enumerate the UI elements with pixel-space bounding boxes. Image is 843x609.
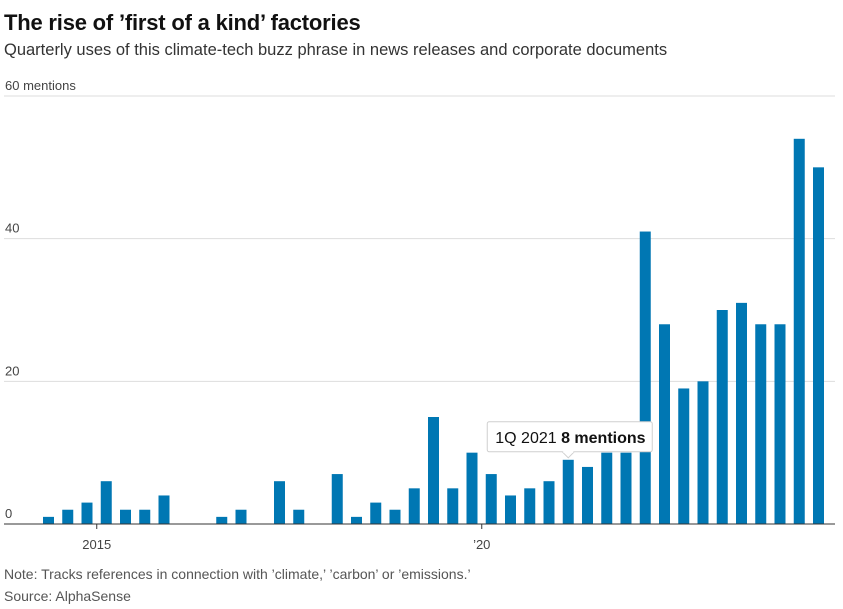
tooltip-value: 8 mentions bbox=[561, 430, 646, 447]
bar[interactable]: 2Q 2021: 8 bbox=[582, 466, 593, 524]
bar[interactable]: 2Q 2015: 2 bbox=[120, 509, 131, 524]
bar-chart: 0 20 40 60 mentions 2Q 2014: 1 3Q 2014: 2 4Q … bbox=[4, 78, 835, 552]
bar[interactable]: 4Q 2021: 10 bbox=[620, 452, 632, 524]
bar[interactable]: 1Q 2015: 6 bbox=[100, 481, 112, 524]
bar[interactable]: 3Q 2021: 10 bbox=[601, 452, 613, 524]
bar[interactable]: 2Q 2014: 1 bbox=[43, 516, 54, 524]
bar[interactable]: 2Q 2019: 15 bbox=[428, 417, 439, 524]
bar[interactable]: 4Q 2014: 3 bbox=[81, 502, 93, 524]
bar[interactable]: 1Q 2019: 5 bbox=[408, 488, 420, 524]
bar[interactable]: 1Q 2020: 7 bbox=[485, 474, 497, 524]
bar[interactable]: 4Q 2016: 2 bbox=[235, 509, 247, 524]
bar[interactable]: 4Q 2023: 28 bbox=[774, 324, 786, 524]
bar[interactable]: 1Q 2021: 9 bbox=[562, 459, 574, 524]
tooltip-pointer bbox=[561, 451, 575, 459]
bar[interactable]: 3Q 2022: 19 bbox=[678, 388, 690, 524]
chart-subtitle: Quarterly uses of this climate-tech buzz… bbox=[4, 41, 668, 59]
bar[interactable]: 1Q 2023: 30 bbox=[716, 310, 728, 524]
bar[interactable]: 4Q 2015: 4 bbox=[158, 495, 170, 524]
bar[interactable]: 2Q 2023: 31 bbox=[736, 302, 747, 524]
bar[interactable]: 1Q 2018: 7 bbox=[331, 474, 343, 524]
bar[interactable]: 2Q 2024: 50 bbox=[813, 167, 824, 525]
bar[interactable]: 3Q 2014: 2 bbox=[62, 509, 74, 524]
bar[interactable]: 3Q 2015: 2 bbox=[139, 509, 151, 524]
gridlines: 0 20 40 60 mentions bbox=[4, 78, 835, 521]
bar[interactable]: 4Q 2019: 10 bbox=[466, 452, 478, 524]
bar[interactable]: 1Q 2022: 41 bbox=[639, 231, 651, 525]
x-tick-label: 2015 bbox=[82, 537, 111, 552]
chart-source: Source: AlphaSense bbox=[4, 588, 131, 604]
tooltip: 1Q 2021 8 mentions bbox=[486, 421, 653, 459]
bar[interactable]: 2Q 2020: 4 bbox=[505, 495, 516, 524]
bar[interactable]: 4Q 2018: 2 bbox=[389, 509, 401, 524]
bar[interactable]: 1Q 2024: 54 bbox=[793, 138, 805, 525]
y-tick-label: 20 bbox=[5, 363, 19, 378]
y-tick-label: 60 mentions bbox=[5, 78, 76, 93]
bar[interactable]: 4Q 2020: 6 bbox=[543, 481, 555, 524]
chart-note: Note: Tracks references in connection wi… bbox=[4, 566, 471, 582]
bar[interactable]: 3Q 2017: 2 bbox=[293, 509, 305, 524]
bar[interactable]: 3Q 2019: 5 bbox=[447, 488, 459, 524]
x-tick-label: ’20 bbox=[473, 537, 490, 552]
y-tick-label: 0 bbox=[5, 506, 12, 521]
bar[interactable]: 2Q 2018: 1 bbox=[351, 516, 362, 524]
bars: 2Q 2014: 1 3Q 2014: 2 4Q 2014: 3 1Q 2015: 6… bbox=[43, 138, 824, 525]
bar[interactable]: 3Q 2018: 3 bbox=[370, 502, 382, 524]
bar[interactable]: 2Q 2017: 6 bbox=[274, 481, 285, 524]
x-axis: 2015 ’20 bbox=[4, 523, 835, 552]
y-tick-label: 40 bbox=[5, 221, 19, 236]
bar[interactable]: 4Q 2022: 20 bbox=[697, 381, 709, 524]
tooltip-text: 1Q 2021 8 mentions bbox=[495, 430, 645, 447]
bar[interactable]: 3Q 2016: 1 bbox=[216, 516, 228, 524]
tooltip-period: 1Q 2021 bbox=[495, 430, 561, 447]
bar[interactable]: 2Q 2022: 28 bbox=[659, 324, 670, 524]
bar[interactable]: 3Q 2020: 5 bbox=[524, 488, 536, 524]
bar[interactable]: 3Q 2023: 28 bbox=[755, 324, 767, 524]
chart-title: The rise of ’first of a kind’ factories bbox=[4, 10, 361, 35]
